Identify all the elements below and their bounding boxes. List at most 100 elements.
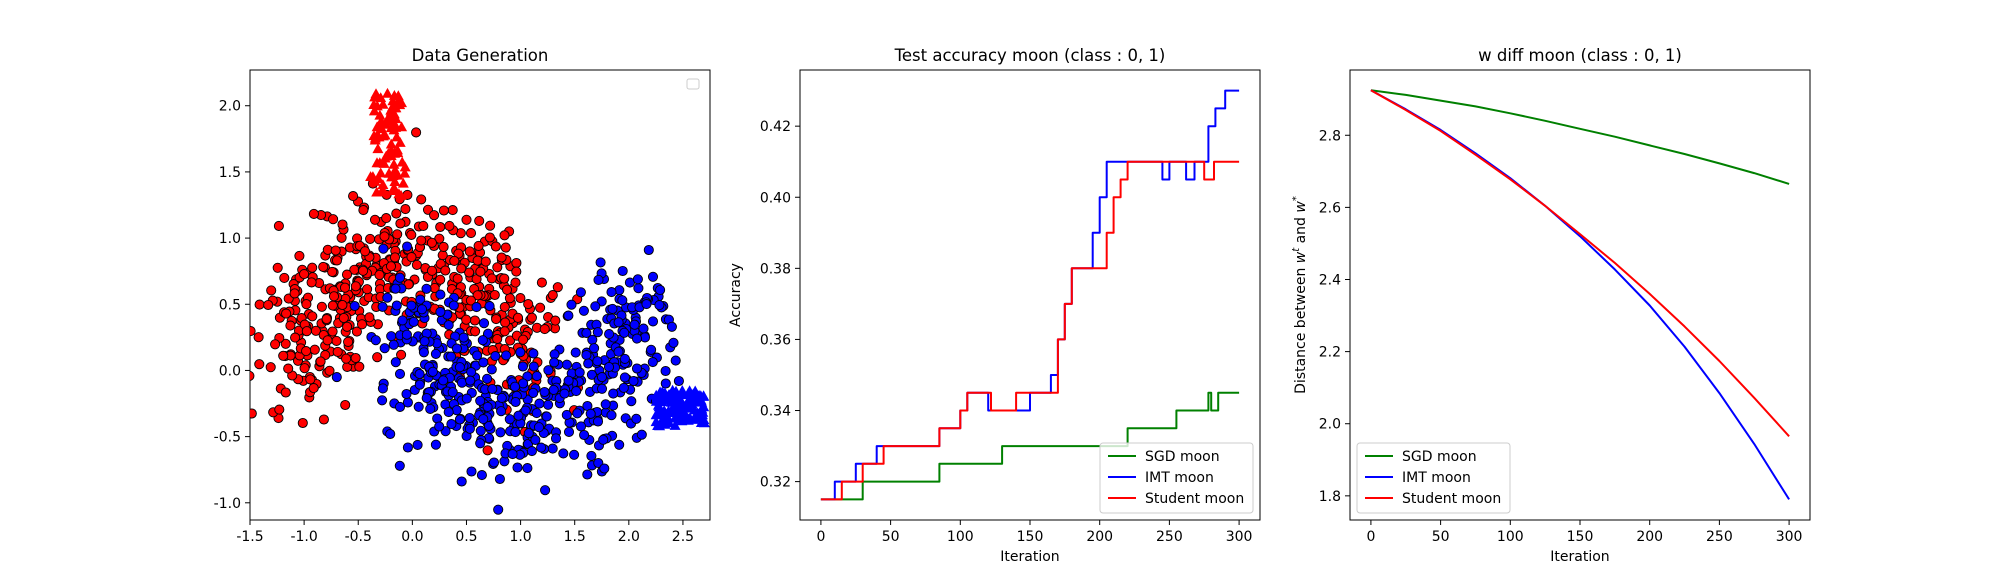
scatter-point — [438, 375, 449, 386]
scatter-point — [414, 368, 425, 380]
legend-label: IMT moon — [1145, 470, 1214, 486]
scatter-triangle — [396, 156, 408, 167]
scatter-point — [647, 271, 659, 282]
scatter-point — [603, 361, 615, 373]
scatter-triangle — [698, 401, 710, 412]
scatter-triangle — [388, 158, 400, 169]
scatter-point — [531, 371, 542, 382]
x-tick-label: -1.5 — [236, 529, 263, 545]
axes-panel-2: 0 50 100 150 200 250 300 1.8 2.0 2.2 2.4 2.6 2.8 w di… — [1291, 46, 1811, 565]
x-tick-label: 0 — [1366, 529, 1375, 545]
scatter-point — [501, 350, 512, 361]
scatter-point — [416, 304, 428, 315]
scatter-point — [425, 403, 436, 414]
scatter-point — [456, 377, 468, 388]
scatter-point — [421, 393, 432, 404]
legend-label: Student moon — [1145, 491, 1244, 507]
scatter-point — [526, 446, 537, 457]
scatter-point — [505, 335, 516, 346]
scatter-point — [563, 310, 574, 321]
scatter-point — [626, 396, 637, 407]
scatter-triangle — [372, 143, 384, 154]
series-line-2 — [820, 160, 1240, 501]
scatter-point — [378, 243, 389, 254]
scatter-point — [421, 283, 432, 294]
scatter-point — [582, 469, 593, 480]
scatter-triangle — [381, 114, 393, 124]
scatter-point — [464, 423, 475, 434]
x-tick-label: 0 — [816, 529, 825, 545]
scatter-point — [406, 229, 417, 240]
x-tick-label: 1.5 — [564, 529, 586, 545]
scatter-point — [607, 303, 618, 314]
scatter-point — [512, 462, 523, 473]
chart-title: Data Generation — [412, 46, 549, 65]
scatter-point — [558, 448, 569, 459]
scatter-point — [528, 361, 539, 372]
scatter-triangle — [394, 137, 406, 147]
scatter-point — [306, 277, 317, 288]
scatter-point — [392, 229, 403, 240]
scatter-point — [461, 214, 472, 225]
scatter-point — [629, 319, 640, 330]
y-tick-label: 2.4 — [1319, 272, 1341, 288]
scatter-triangle — [368, 105, 380, 116]
scatter-point — [512, 312, 524, 323]
scatter-point — [550, 433, 562, 444]
scatter-point — [528, 387, 539, 398]
scatter-point — [547, 443, 558, 454]
scatter-point — [279, 272, 290, 283]
scatter-point — [499, 326, 510, 337]
scatter-point — [350, 281, 361, 292]
scatter-point — [472, 255, 483, 266]
scatter-point — [592, 416, 604, 427]
scatter-point — [400, 204, 411, 215]
scatter-point — [438, 205, 449, 216]
scatter-point — [499, 273, 510, 284]
scatter-point — [464, 246, 475, 257]
scatter-point — [520, 405, 531, 416]
scatter-point — [641, 299, 652, 310]
scatter-point — [338, 312, 349, 324]
scatter-point — [354, 361, 365, 372]
scatter-point — [305, 374, 316, 385]
x-tick-label: 2.5 — [672, 529, 694, 545]
scatter-point — [631, 333, 643, 344]
scatter-point — [541, 411, 552, 422]
scatter-point — [358, 265, 369, 276]
scatter-point — [308, 208, 319, 219]
scatter-point — [670, 355, 681, 366]
scatter-point — [500, 317, 511, 328]
legend: SGD moon IMT moon Student moon — [1099, 442, 1254, 514]
scatter-point — [372, 352, 383, 363]
y-tick-label: 2.0 — [1319, 417, 1341, 433]
x-tick-label: 0.0 — [401, 529, 423, 545]
scatter-point — [668, 337, 679, 348]
x-tick-label: 250 — [1706, 529, 1733, 545]
x-tick-label: -1.0 — [290, 529, 317, 545]
scatter-point — [482, 401, 493, 412]
scatter-point — [631, 363, 643, 374]
y-tick-label: -1.0 — [214, 496, 241, 512]
scatter-triangle — [650, 389, 662, 400]
scatter-point — [563, 375, 574, 386]
scatter-point — [377, 395, 388, 406]
scatter-point — [563, 426, 575, 437]
scatter-triangle — [654, 420, 666, 431]
scatter-point — [598, 434, 609, 445]
scatter-point — [265, 362, 276, 373]
scatter-point — [617, 265, 628, 277]
scatter-point — [350, 352, 361, 364]
scatter-point — [574, 367, 585, 378]
y-tick-label: 2.0 — [219, 99, 241, 115]
scatter-triangle — [392, 90, 404, 101]
scatter-point — [606, 410, 617, 421]
scatter-point — [474, 215, 485, 226]
scatter-point — [633, 283, 644, 294]
scatter-triangle — [650, 409, 662, 420]
x-tick-label: -0.5 — [345, 529, 372, 545]
scatter-point — [458, 332, 469, 343]
scatter-point — [480, 256, 491, 267]
scatter-triangle — [676, 385, 688, 396]
scatter-point — [486, 273, 497, 284]
